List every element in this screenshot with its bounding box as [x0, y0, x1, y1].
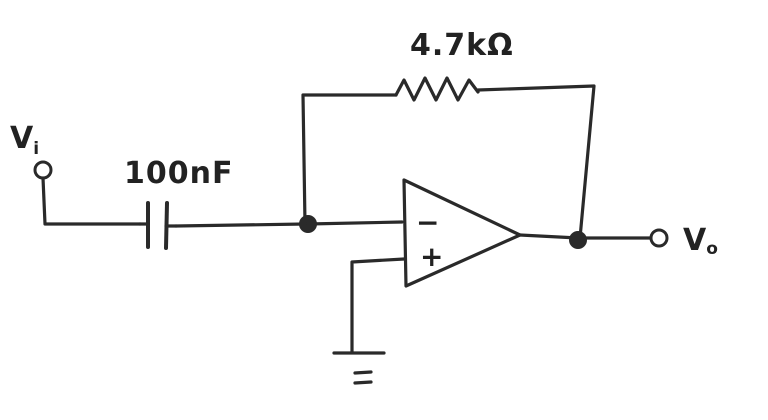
- output-label: Vo: [683, 223, 718, 259]
- resistor-zigzag: [394, 76, 480, 102]
- input-terminal: [33, 160, 53, 180]
- ground-bar-bottom: [353, 380, 373, 385]
- capacitor-label: 100nF: [124, 156, 233, 191]
- input-label: Vi: [10, 121, 39, 159]
- opamp: − +: [402, 178, 522, 288]
- feedback-wire-right: [476, 84, 596, 240]
- resistor-label: 4.7kΩ: [410, 28, 514, 63]
- opamp-noninverting-sign: +: [420, 240, 443, 273]
- capacitor: 100nF: [124, 156, 233, 250]
- opamp-inverting-sign: −: [416, 206, 439, 239]
- output-terminal-group: Vo: [649, 223, 718, 259]
- input-terminal-group: Vi: [10, 121, 53, 180]
- resistor: 4.7kΩ: [394, 28, 514, 102]
- output-node-junction: [569, 231, 587, 249]
- node-to-opamp-wire: [306, 220, 404, 226]
- input-symbol: V: [10, 121, 34, 156]
- noninverting-ground-wire: [350, 257, 406, 354]
- ground-icon: [332, 351, 386, 385]
- opamp-triangle: [402, 178, 522, 288]
- input-wire: [41, 176, 142, 226]
- capacitor-to-node-wire: [174, 222, 307, 228]
- feedback-wire-left: [301, 93, 398, 226]
- output-terminal: [649, 228, 669, 248]
- output-subscript: o: [706, 239, 718, 259]
- output-symbol: V: [683, 223, 707, 258]
- input-subscript: i: [33, 139, 39, 159]
- ground-bar-middle: [353, 370, 373, 375]
